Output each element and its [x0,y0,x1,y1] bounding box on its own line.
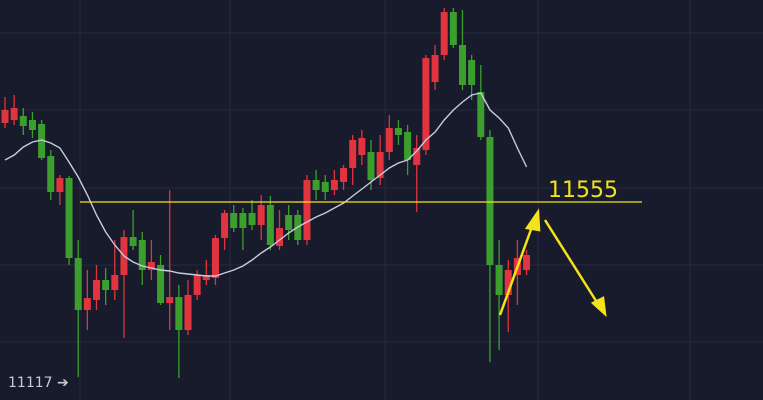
arrow-down [543,219,600,305]
low-label: 11117 ➔ [8,375,69,391]
candle-body [221,213,229,238]
candle-body [93,280,100,300]
candle-body [495,265,503,295]
candle-body [303,180,311,240]
candle-body [10,108,18,120]
arrow-head [524,208,541,232]
candle-body [111,275,119,290]
candle-body [19,116,27,126]
candle-body [129,237,137,246]
candle-body [202,275,210,280]
candle-body [56,178,64,192]
candle-body [459,45,466,85]
candle-body [523,255,531,270]
candle-body [157,265,165,303]
candle-body [422,58,430,150]
candle-body [74,258,82,310]
arrows [498,208,607,318]
candle-body [184,295,192,330]
candle-body [257,205,265,225]
candle-body [239,213,247,228]
candle-body [358,138,366,155]
candle-body [175,297,183,330]
candle-body [431,55,439,82]
candle-body [276,228,283,246]
level-label: 11555 [548,178,618,203]
candle-body [404,132,412,160]
candle-body [449,12,457,45]
candle-body [349,140,357,168]
candles [1,8,531,378]
candle-body [312,180,320,190]
candle-body [166,297,174,303]
candle-body [193,275,201,295]
candle-body [83,298,91,310]
candle-body [468,60,476,85]
candle-body [321,182,329,192]
candle-body [266,205,274,245]
arrow-up [498,223,535,316]
arrow-head [590,296,607,318]
candle-body [367,152,375,180]
candle-body [147,262,155,270]
candle-body [486,137,494,265]
candle-body [376,152,384,178]
candle-body [47,156,55,192]
candle-body [330,180,338,190]
candle-body [440,12,448,55]
candle-body [385,128,393,152]
candle-body [65,178,73,258]
candle-body [102,280,110,290]
candle-body [1,110,9,123]
candle-body [230,213,238,228]
candle-body [394,128,402,135]
candle-body [413,148,421,165]
overlay: 11555 [80,178,642,203]
candle-body [504,270,512,295]
candle-body [28,120,36,130]
moving-average [4,92,528,277]
candle-body [248,213,256,225]
candle-body [38,124,46,158]
candle-body [477,92,485,137]
candle-body [285,215,293,230]
candle-body [211,238,219,278]
candle-body [340,168,348,182]
candle-body [138,240,146,270]
